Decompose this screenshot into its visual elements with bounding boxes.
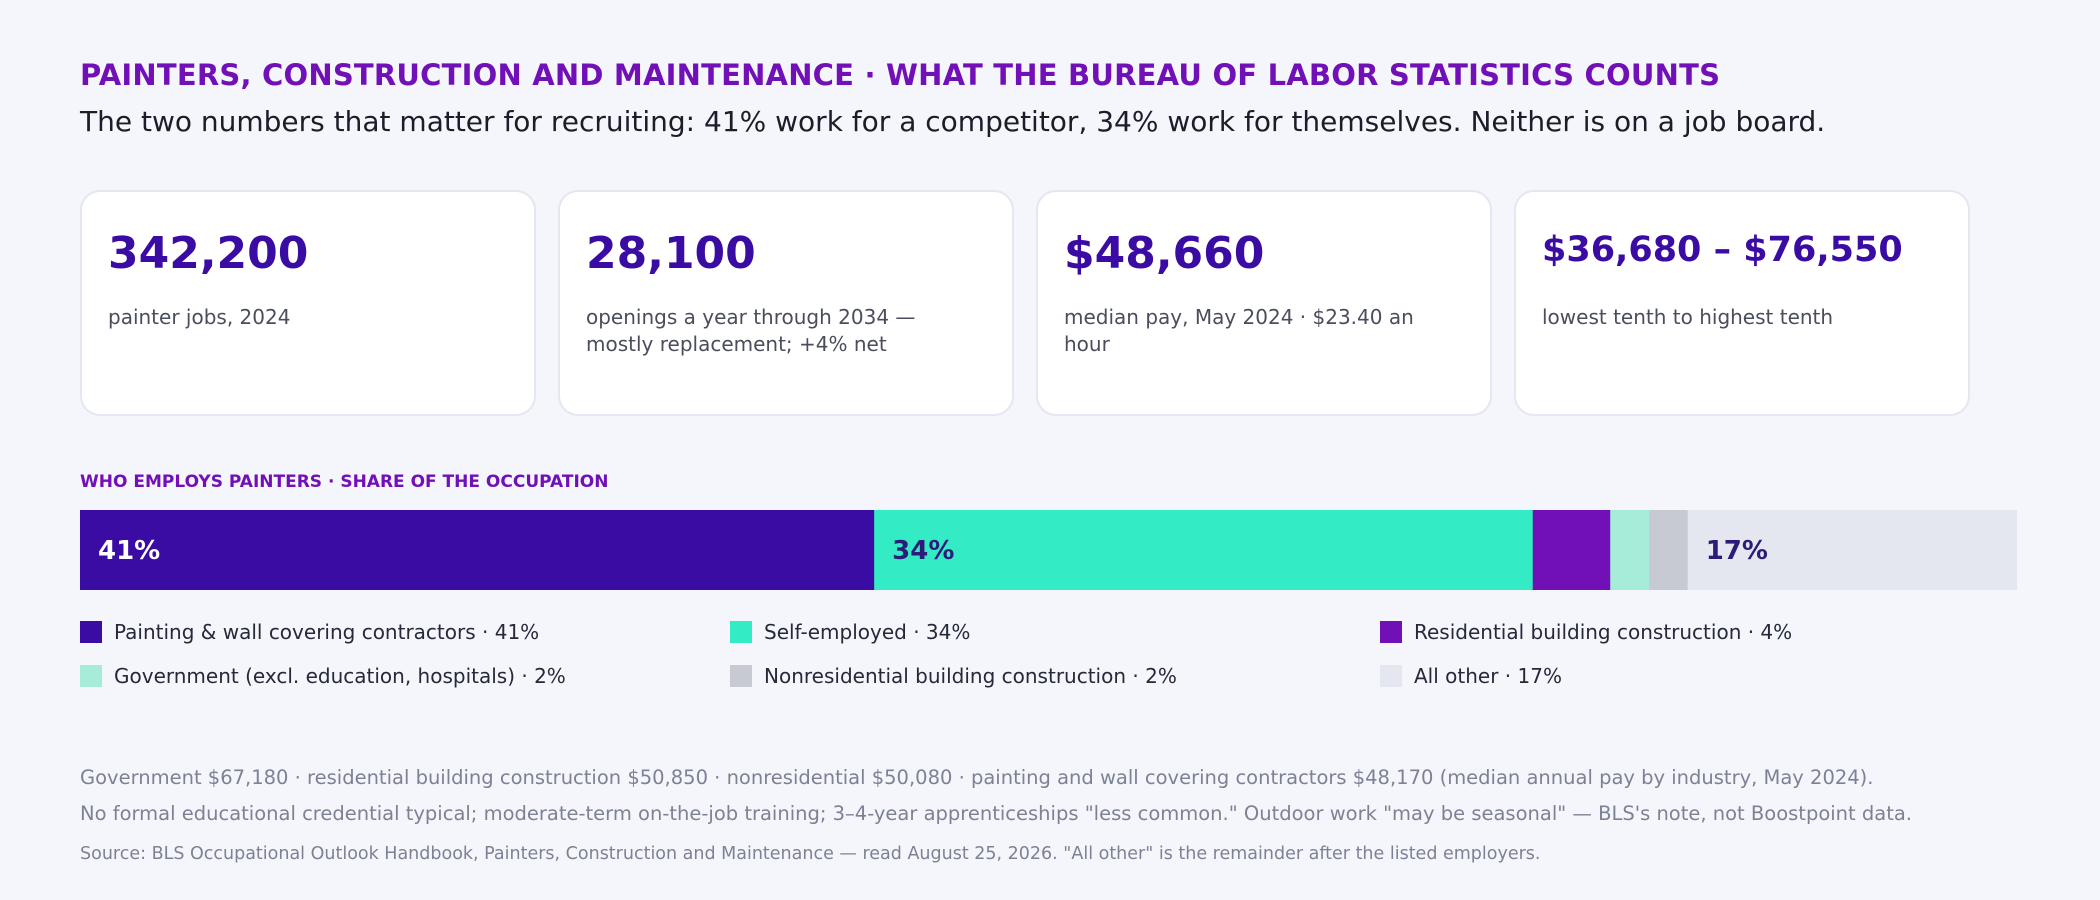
legend-label: Nonresidential building construction · 2… bbox=[764, 664, 1177, 688]
chart-title: WHO EMPLOYS PAINTERS · SHARE OF THE OCCU… bbox=[80, 472, 609, 492]
legend-label: Painting & wall covering contractors · 4… bbox=[114, 620, 540, 644]
bar-segment-1 bbox=[874, 510, 1534, 590]
stacked-bar-chart: 41% 34% 17% bbox=[80, 510, 2017, 590]
stat-card-openings: 28,100 openings a year through 2034 — mo… bbox=[558, 190, 1014, 416]
bar-segment-label-0: 41% bbox=[98, 536, 160, 566]
stat-label: lowest tenth to highest tenth bbox=[1542, 305, 1834, 329]
stat-value: 28,100 bbox=[586, 228, 756, 279]
stat-value: $48,660 bbox=[1064, 228, 1265, 279]
legend-label: Residential building construction · 4% bbox=[1414, 620, 1793, 644]
legend-swatch bbox=[1380, 621, 1402, 643]
headline: The two numbers that matter for recruiti… bbox=[80, 105, 1826, 138]
stat-label: openings a year through 2034 — mostly re… bbox=[586, 305, 916, 356]
bar-segment-label-1: 34% bbox=[892, 536, 954, 566]
bar-segment-2 bbox=[1532, 510, 1611, 590]
stat-value: 342,200 bbox=[108, 228, 309, 279]
bar-segment-5 bbox=[1687, 510, 2017, 590]
stat-cards: 342,200 painter jobs, 2024 28,100 openin… bbox=[80, 190, 1970, 416]
legend-swatch bbox=[730, 665, 752, 687]
stat-value: $36,680 – $76,550 bbox=[1542, 230, 1903, 270]
footnote-pay-by-industry: Government $67,180 · residential buildin… bbox=[80, 766, 1874, 789]
legend-label: Self-employed · 34% bbox=[764, 620, 971, 644]
bar-segment-4 bbox=[1648, 510, 1689, 590]
eyebrow-title: PAINTERS, CONSTRUCTION AND MAINTENANCE ·… bbox=[80, 58, 1721, 92]
bar-segment-label-5: 17% bbox=[1706, 536, 1768, 566]
legend-label: Government (excl. education, hospitals) … bbox=[114, 664, 566, 688]
legend-swatch bbox=[80, 621, 102, 643]
legend-item-0: Painting & wall covering contractors · 4… bbox=[80, 620, 539, 644]
bar-segment-0 bbox=[80, 510, 875, 590]
legend-item-2: Residential building construction · 4% bbox=[1380, 620, 1792, 644]
stat-card-median-pay: $48,660 median pay, May 2024 · $23.40 an… bbox=[1036, 190, 1492, 416]
footnote-training: No formal educational credential typical… bbox=[80, 802, 1913, 825]
legend-item-3: Government (excl. education, hospitals) … bbox=[80, 664, 566, 688]
legend-item-4: Nonresidential building construction · 2… bbox=[730, 664, 1177, 688]
legend-swatch bbox=[1380, 665, 1402, 687]
legend-swatch bbox=[730, 621, 752, 643]
legend-item-1: Self-employed · 34% bbox=[730, 620, 970, 644]
stat-label: median pay, May 2024 · $23.40 an hour bbox=[1064, 305, 1414, 356]
footnotes: Government $67,180 · residential buildin… bbox=[80, 760, 1912, 832]
stacked-bar-svg: 41% 34% 17% bbox=[80, 510, 2017, 590]
stat-label: painter jobs, 2024 bbox=[108, 305, 291, 329]
stat-card-pay-range: $36,680 – $76,550 lowest tenth to highes… bbox=[1514, 190, 1970, 416]
bar-segment-3 bbox=[1610, 510, 1650, 590]
legend-label: All other · 17% bbox=[1414, 664, 1562, 688]
legend-item-5: All other · 17% bbox=[1380, 664, 1562, 688]
legend-swatch bbox=[80, 665, 102, 687]
source-note: Source: BLS Occupational Outlook Handboo… bbox=[80, 844, 1541, 864]
stat-card-jobs: 342,200 painter jobs, 2024 bbox=[80, 190, 536, 416]
